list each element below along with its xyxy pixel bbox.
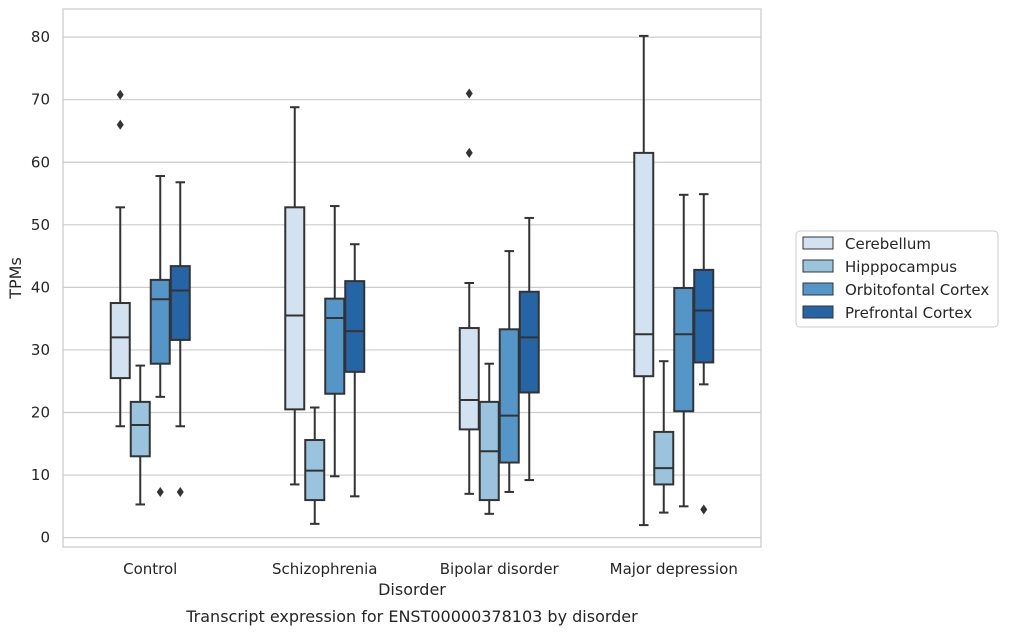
box-iqr — [284, 206, 306, 411]
outlier-point — [156, 486, 164, 497]
box-hipppocampus-3 — [653, 360, 675, 514]
y-tick-label-30: 30 — [31, 341, 50, 359]
legend-swatch-prefrontal-cortex — [802, 305, 834, 319]
y-tick-label-80: 80 — [31, 28, 50, 46]
x-tick-label-control: Control — [123, 560, 177, 578]
y-axis-label: TPMs — [6, 257, 25, 300]
outlier-point — [465, 147, 473, 158]
box-cerebellum-2 — [458, 88, 480, 495]
box-hipppocampus-2 — [478, 362, 500, 515]
legend-swatch-cerebellum — [802, 236, 834, 250]
legend: Cerebellum Hipppocampus Orbitofontal Corte… — [795, 230, 999, 328]
x-tick-label-major-depression: Major depression — [610, 560, 738, 578]
box-iqr — [344, 280, 366, 373]
legend-label-prefrontal-cortex: Prefrontal Cortex — [845, 304, 972, 322]
box-iqr — [149, 278, 171, 365]
legend-label-hipppocampus: Hipppocampus — [845, 258, 957, 276]
box-iqr — [498, 328, 520, 464]
box-iqr — [109, 302, 131, 380]
box-orbitofontal-cortex-3 — [673, 193, 695, 508]
legend-label-orbitofontal-cortex: Orbitofontal Cortex — [845, 281, 989, 299]
x-tick-labels: Control Schizophrenia Bipolar disorder Majo… — [123, 560, 738, 578]
x-tick-label-bipolar-disorder: Bipolar disorder — [440, 560, 560, 578]
box-hipppocampus-0 — [129, 364, 151, 506]
y-tick-label-20: 20 — [31, 404, 50, 422]
box-prefrontal-cortex-3 — [693, 193, 715, 515]
y-tick-labels: 0 10 20 30 40 50 60 70 80 — [31, 28, 50, 546]
box-prefrontal-cortex-1 — [344, 243, 366, 498]
legend-frame — [795, 230, 999, 328]
box-cerebellum-3 — [633, 34, 655, 527]
box-cerebellum-1 — [284, 106, 306, 486]
x-tick-label-schizophrenia: Schizophrenia — [272, 560, 377, 578]
box-series — [109, 34, 715, 527]
box-iqr — [653, 430, 675, 486]
legend-swatch-hipppocampus — [802, 259, 834, 273]
outlier-point — [700, 504, 708, 515]
figure-caption: Transcript expression for ENST0000037810… — [185, 607, 638, 626]
box-hipppocampus-1 — [304, 406, 326, 525]
box-iqr — [129, 400, 151, 458]
y-tick-label-60: 60 — [31, 153, 50, 171]
outlier-point — [116, 89, 124, 100]
outlier-point — [465, 88, 473, 99]
box-iqr — [169, 265, 191, 341]
legend-swatch-orbitofontal-cortex — [802, 282, 834, 296]
box-iqr — [673, 287, 695, 413]
box-orbitofontal-cortex-2 — [498, 250, 520, 493]
box-iqr — [324, 297, 346, 395]
x-axis-label: Disorder — [378, 580, 446, 599]
legend-label-cerebellum: Cerebellum — [845, 235, 931, 253]
y-tick-label-0: 0 — [40, 529, 50, 547]
y-tick-label-50: 50 — [31, 216, 50, 234]
y-tick-label-40: 40 — [31, 278, 50, 296]
box-iqr — [633, 151, 655, 378]
box-prefrontal-cortex-2 — [518, 216, 540, 482]
plot-frame — [62, 8, 762, 548]
box-prefrontal-cortex-0 — [169, 181, 191, 497]
outlier-point — [116, 119, 124, 130]
box-iqr — [693, 268, 715, 364]
box-iqr — [518, 290, 540, 394]
outlier-point — [176, 486, 184, 497]
y-tick-label-70: 70 — [31, 91, 50, 109]
y-tick-label-10: 10 — [31, 466, 50, 484]
box-orbitofontal-cortex-1 — [324, 205, 346, 478]
box-iqr — [458, 327, 480, 431]
box-cerebellum-0 — [109, 89, 131, 428]
